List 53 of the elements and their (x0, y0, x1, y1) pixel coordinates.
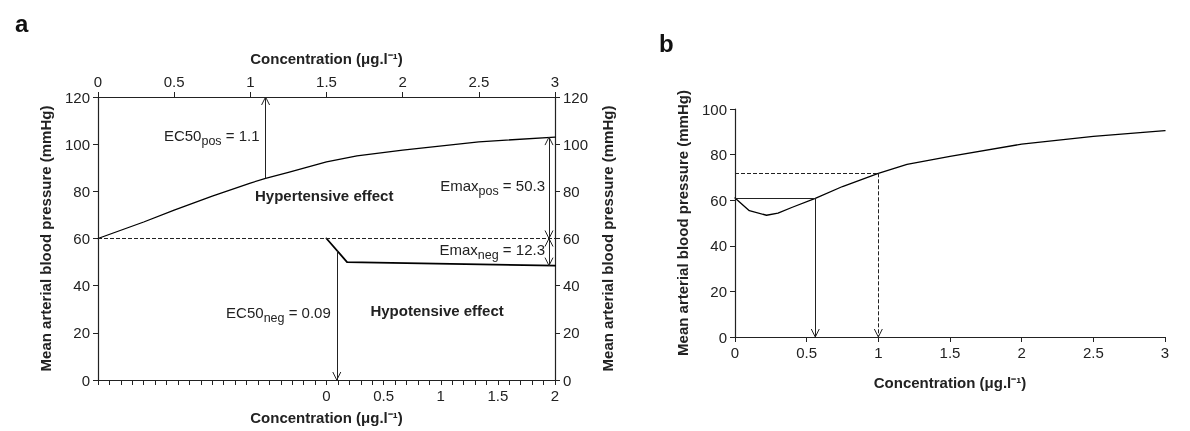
chart-title: b (659, 29, 674, 57)
x2-tick-label: 2 (398, 73, 407, 90)
y-tick-label: 40 (710, 237, 727, 255)
y-tick-label: 0 (718, 328, 727, 346)
y-tick-label: 80 (73, 182, 90, 200)
x-axis-title: Concentration (μg.l⁻¹) (250, 408, 403, 426)
x2-axis-title: Concentration (μg.l⁻¹) (250, 49, 403, 67)
y-tick-label: 20 (710, 282, 727, 300)
annotation: Hypotensive effect (370, 301, 504, 320)
annotation: Hypertensive effect (255, 187, 394, 206)
x-tick-label: 1 (436, 387, 445, 404)
annotation: Emax$_{neg}$ = 12.3 (439, 240, 545, 264)
x-tick-label: 0 (730, 344, 740, 361)
x-tick-label: 3 (1160, 344, 1170, 361)
y-tick-label: 100 (64, 135, 90, 153)
y-tick-label: 60 (710, 191, 727, 209)
y2-axis-title: Mean arterial blood pressure (mmHg) (599, 105, 617, 372)
y-axis-title: Mean arterial blood pressure (mmHg) (673, 90, 691, 356)
x-tick-label: 0.5 (796, 344, 818, 361)
x-tick-label: 2.5 (1082, 344, 1104, 361)
x2-tick-label: 3 (550, 73, 560, 90)
annotation: Emax$_{pos}$ = 50.3 (440, 176, 545, 200)
y2-tick-label: 0 (563, 371, 572, 389)
y-tick-label: 80 (710, 146, 727, 164)
y2-tick-label: 80 (563, 182, 580, 200)
x2-tick-label: 0 (93, 73, 103, 90)
x-tick-label: 0.5 (373, 387, 395, 404)
y-tick-label: 0 (81, 371, 90, 389)
x-axis-title: Concentration (μg.l⁻¹) (873, 373, 1027, 391)
y2-tick-label: 60 (563, 230, 580, 247)
chart-title: a (15, 9, 29, 37)
y-tick-label: 100 (701, 100, 727, 118)
y2-tick-label: 20 (563, 324, 580, 342)
x-tick-label: 1.5 (487, 387, 509, 404)
x2-tick-label: 2.5 (468, 73, 490, 90)
y-tick-label: 60 (73, 230, 90, 247)
x2-tick-label: 1.5 (316, 73, 337, 90)
x2-tick-label: 1 (246, 73, 255, 90)
y-axis-title: Mean arterial blood pressure (mmHg) (36, 105, 54, 372)
y-tick-label: 20 (73, 324, 90, 342)
y-tick-label: 120 (64, 88, 90, 106)
y2-tick-label: 100 (563, 135, 589, 153)
x-tick-label: 1 (874, 344, 883, 361)
x-tick-label: 1.5 (939, 344, 961, 361)
y2-tick-label: 40 (563, 277, 580, 295)
x2-tick-label: 0.5 (163, 73, 185, 90)
ref-line-label: EC50$_{pos}$ = 1.1 (163, 126, 260, 150)
y-tick-label: 40 (73, 277, 90, 295)
x-tick-label: 2 (550, 387, 560, 404)
ref-line-label: EC50$_{neg}$ = 0.09 (226, 303, 331, 327)
x-tick-label: 2 (1017, 344, 1026, 361)
y2-tick-label: 120 (563, 88, 589, 106)
x-tick-label: 0 (322, 387, 331, 404)
